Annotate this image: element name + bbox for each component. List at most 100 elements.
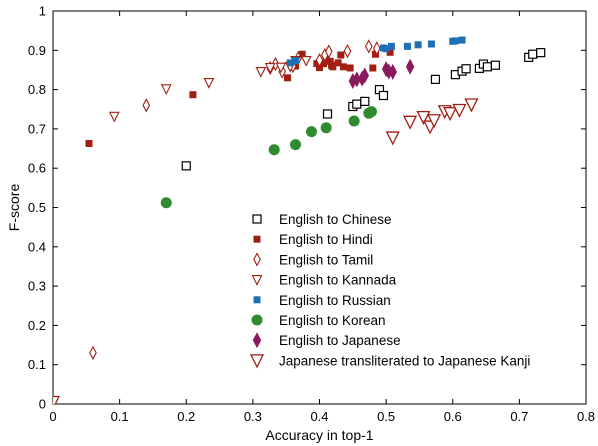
x-tick-label: 0.2 <box>177 409 195 424</box>
data-point <box>339 63 347 71</box>
data-point <box>364 39 373 54</box>
data-point <box>313 60 321 68</box>
data-point <box>403 115 418 130</box>
data-point <box>337 51 345 59</box>
data-point <box>326 57 334 65</box>
data-point <box>315 52 324 68</box>
data-point <box>385 131 400 146</box>
data-points <box>53 36 546 404</box>
data-point <box>372 41 381 56</box>
data-point <box>271 56 280 72</box>
data-point <box>352 71 362 88</box>
data-point <box>142 98 151 113</box>
data-point <box>490 60 500 70</box>
data-point <box>343 43 352 59</box>
y-tick-label: 0.1 <box>28 357 46 372</box>
series-2 <box>85 48 394 147</box>
data-point <box>322 109 333 119</box>
legend-marker <box>252 214 262 224</box>
data-point <box>369 64 377 72</box>
data-point <box>528 49 538 59</box>
data-point <box>388 63 397 80</box>
data-point <box>348 115 360 127</box>
legend-marker <box>252 332 262 349</box>
data-point <box>482 62 492 72</box>
y-tick-label: 0.2 <box>28 318 46 333</box>
data-point <box>160 84 172 96</box>
legend-entry: English to Korean <box>251 313 386 328</box>
data-point <box>329 63 337 71</box>
data-point <box>85 139 93 147</box>
data-point <box>316 64 323 72</box>
data-point <box>334 59 342 67</box>
data-point <box>108 111 120 123</box>
legend-label: Japanese transliterated to Japanese Kanj… <box>279 353 530 368</box>
legend: English to Chinese English to Hindi Englis… <box>249 212 530 369</box>
data-point <box>360 96 370 106</box>
x-tick-label: 0.4 <box>310 409 328 424</box>
legend-entry: English to Tamil <box>253 252 373 267</box>
legend-label: English to Hindi <box>279 232 373 247</box>
legend-label: English to Kannada <box>279 273 397 288</box>
data-point <box>306 126 318 138</box>
data-point <box>461 64 471 74</box>
data-point <box>536 48 546 58</box>
data-point <box>458 36 466 44</box>
legend-marker <box>249 354 265 369</box>
data-point <box>89 345 97 361</box>
legend-label: English to Japanese <box>279 333 401 348</box>
y-tick-label: 0.5 <box>28 200 46 215</box>
data-point <box>300 55 312 67</box>
series-5 <box>286 36 466 67</box>
data-point <box>365 106 377 118</box>
x-axis-title: Accuracy in top-1 <box>265 427 373 443</box>
x-tick-label: 0.5 <box>377 409 395 424</box>
y-axis-title: F-score <box>6 184 22 232</box>
x-tick-label: 0.6 <box>444 409 462 424</box>
data-point <box>160 197 172 209</box>
x-tick-label: 0.7 <box>510 409 528 424</box>
data-point <box>286 59 294 67</box>
legend-marker <box>251 275 263 286</box>
legend-marker <box>253 296 261 304</box>
axes: 0 0.1 0.2 0.3 0.4 0.5 0.6 0.7 0.8 0 0.1 0.2 0.3 0.4 0.… <box>28 4 595 425</box>
data-point <box>298 50 306 58</box>
data-point <box>451 37 459 45</box>
data-point <box>427 40 435 48</box>
y-tick-label: 0.9 <box>28 43 46 58</box>
y-tick-label: 0.4 <box>28 239 46 254</box>
data-point <box>320 122 332 134</box>
x-tick-label: 0.8 <box>577 409 595 424</box>
data-point <box>181 161 191 171</box>
y-tick-label: 0.8 <box>28 82 46 97</box>
y-tick-label: 0.3 <box>28 279 46 294</box>
legend-label: English to Chinese <box>279 212 392 227</box>
series-3 <box>53 39 381 404</box>
legend-label: English to Korean <box>279 313 386 328</box>
legend-entry: English to Kannada <box>251 273 397 288</box>
data-point <box>387 42 395 50</box>
y-tick-label: 0.6 <box>28 161 46 176</box>
data-point <box>255 66 267 78</box>
data-point <box>430 74 441 84</box>
x-tick-label: 0 <box>49 409 56 424</box>
plot-frame <box>52 10 587 405</box>
data-point <box>382 45 390 53</box>
data-point <box>325 44 333 59</box>
data-point <box>322 56 330 64</box>
data-point <box>378 90 389 101</box>
plot-area <box>52 10 587 405</box>
legend-marker <box>253 252 261 267</box>
data-point <box>443 107 458 122</box>
data-point <box>371 50 379 58</box>
data-point <box>264 63 276 74</box>
series-8 <box>53 98 479 404</box>
data-point <box>414 41 422 49</box>
data-point <box>452 103 467 118</box>
series-7 <box>348 58 415 89</box>
data-point <box>360 67 370 84</box>
legend-entry: English to Russian <box>253 293 391 308</box>
y-tick-label: 0 <box>39 397 46 412</box>
data-point <box>53 395 61 404</box>
